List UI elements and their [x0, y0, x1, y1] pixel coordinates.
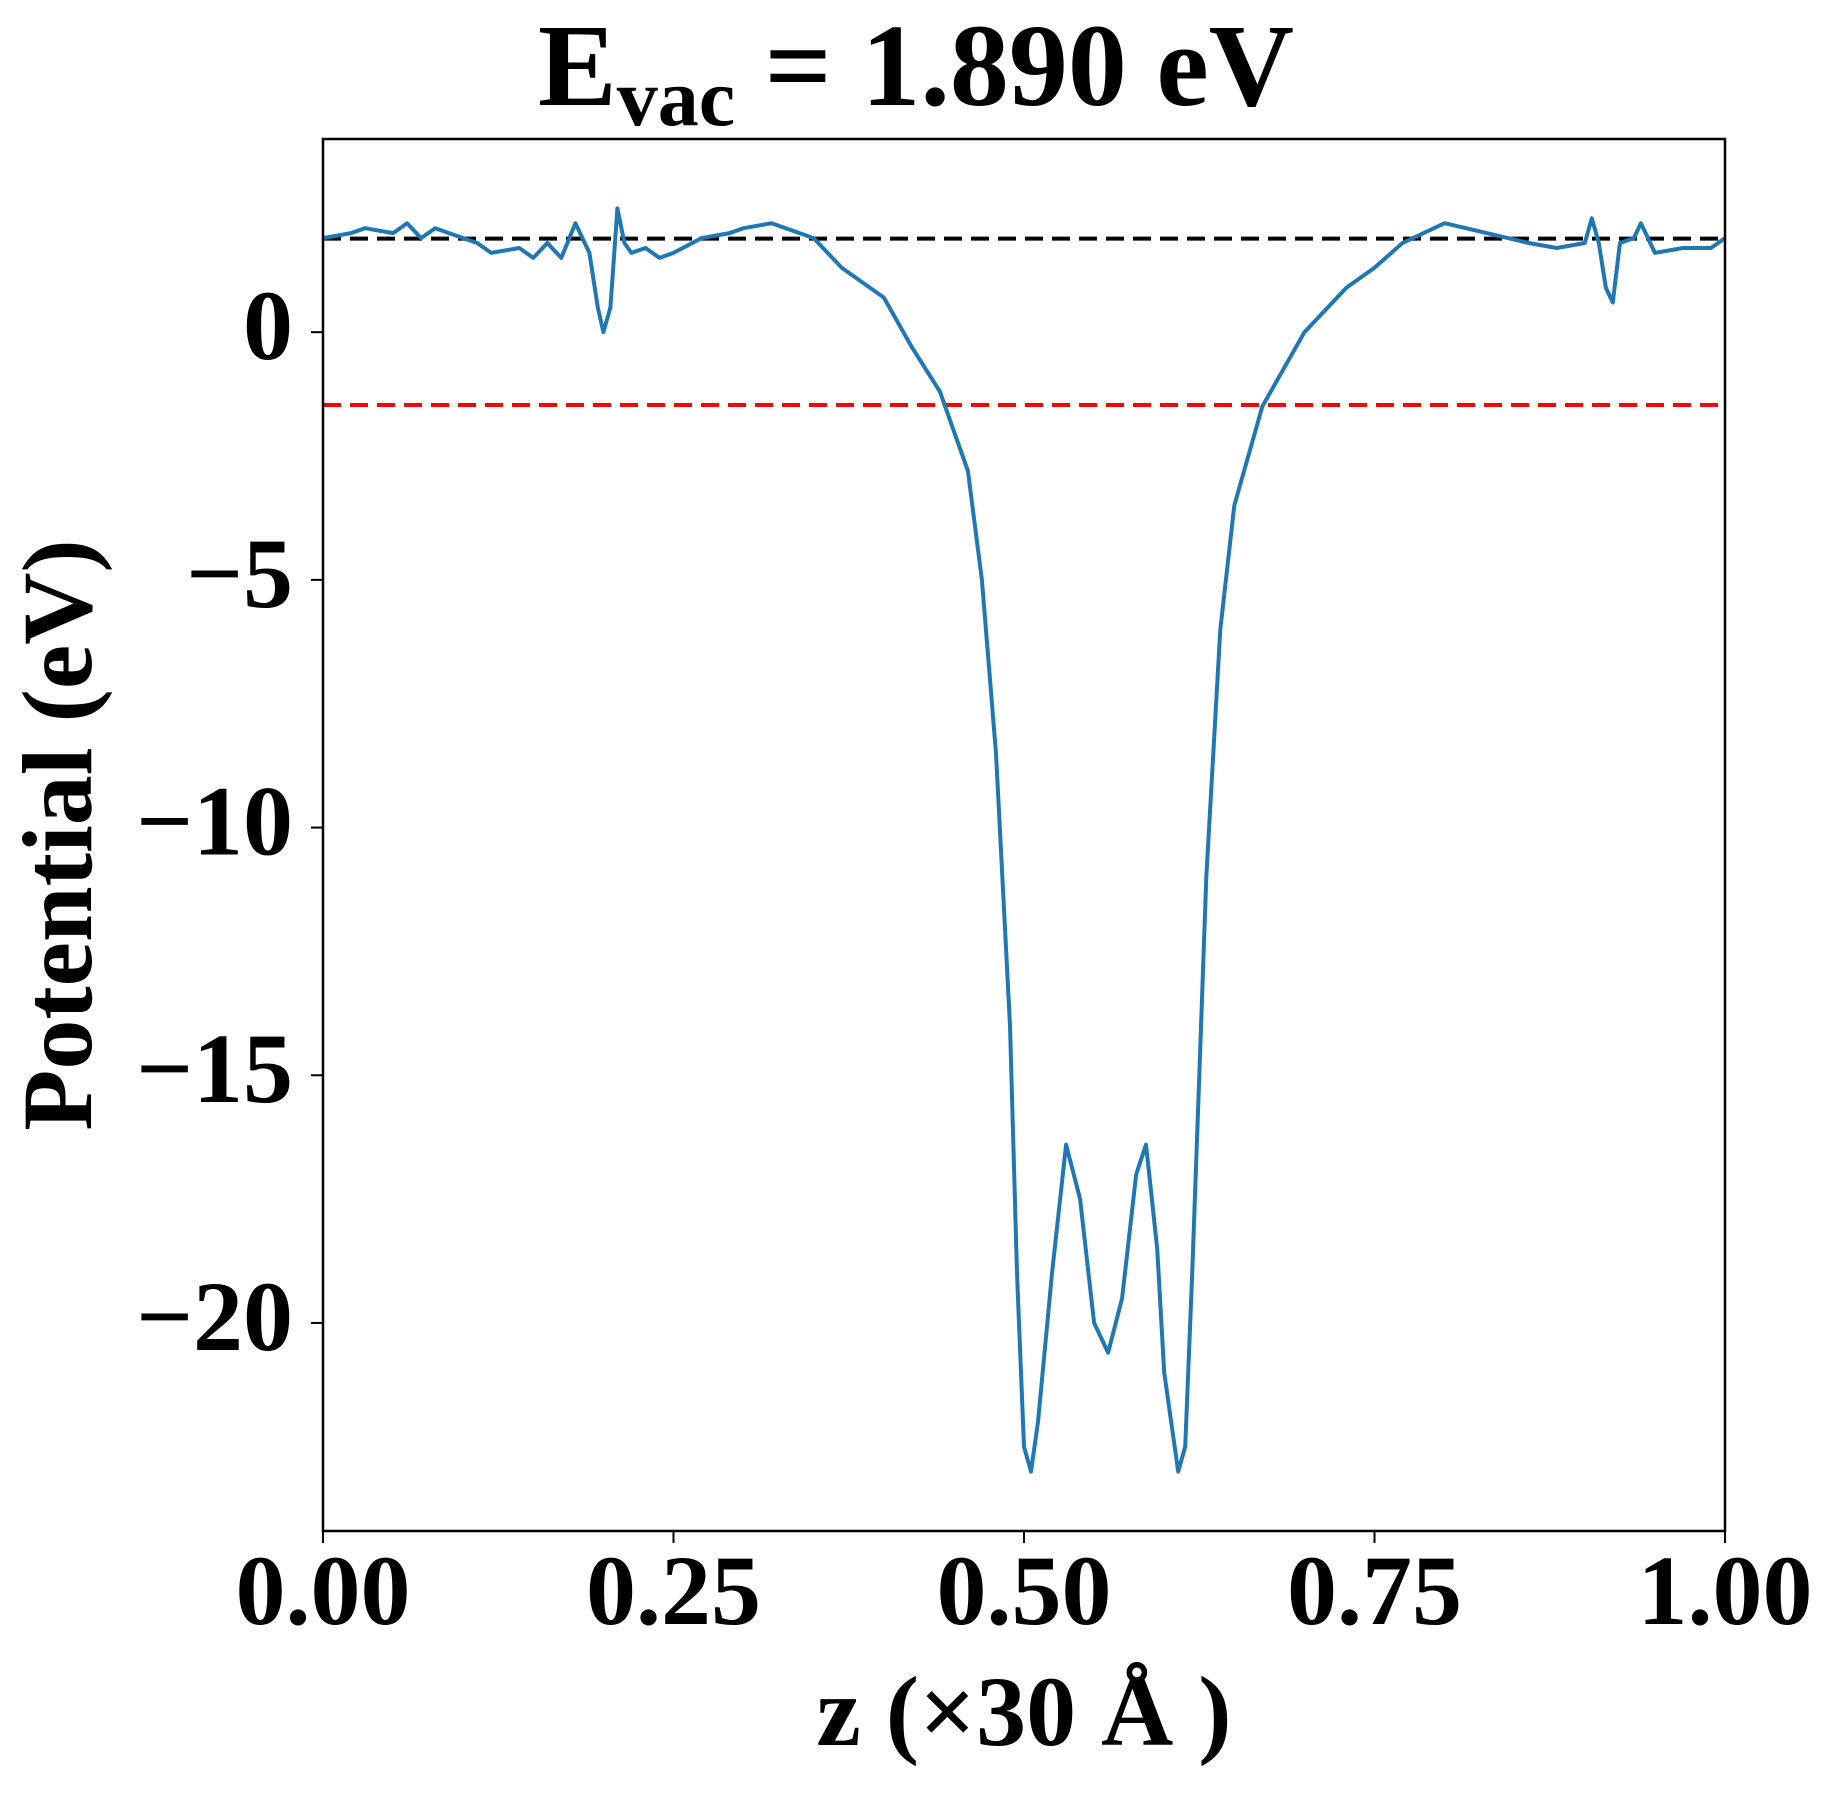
x-tick-label: 1.00 — [1638, 1535, 1813, 1646]
x-axis-label: z (×30 Å ) — [816, 1656, 1231, 1767]
y-tick-label: −5 — [186, 518, 293, 629]
data-line — [322, 206, 1727, 1474]
x-tick-label: 0.00 — [236, 1535, 411, 1646]
y-tick-label: −20 — [136, 1261, 293, 1372]
chart-title: Evac = 1.890 eV — [538, 0, 1294, 143]
y-tick-label: −15 — [136, 1013, 293, 1124]
x-tick-label: 0.50 — [937, 1535, 1112, 1646]
plot-frame — [321, 137, 1727, 1533]
x-tick-label: 0.25 — [586, 1535, 761, 1646]
y-axis-label: Potential (eV) — [2, 539, 113, 1130]
y-tick-label: 0 — [243, 270, 293, 381]
x-tick-label: 0.75 — [1287, 1535, 1462, 1646]
y-tick-label: −10 — [136, 766, 293, 877]
